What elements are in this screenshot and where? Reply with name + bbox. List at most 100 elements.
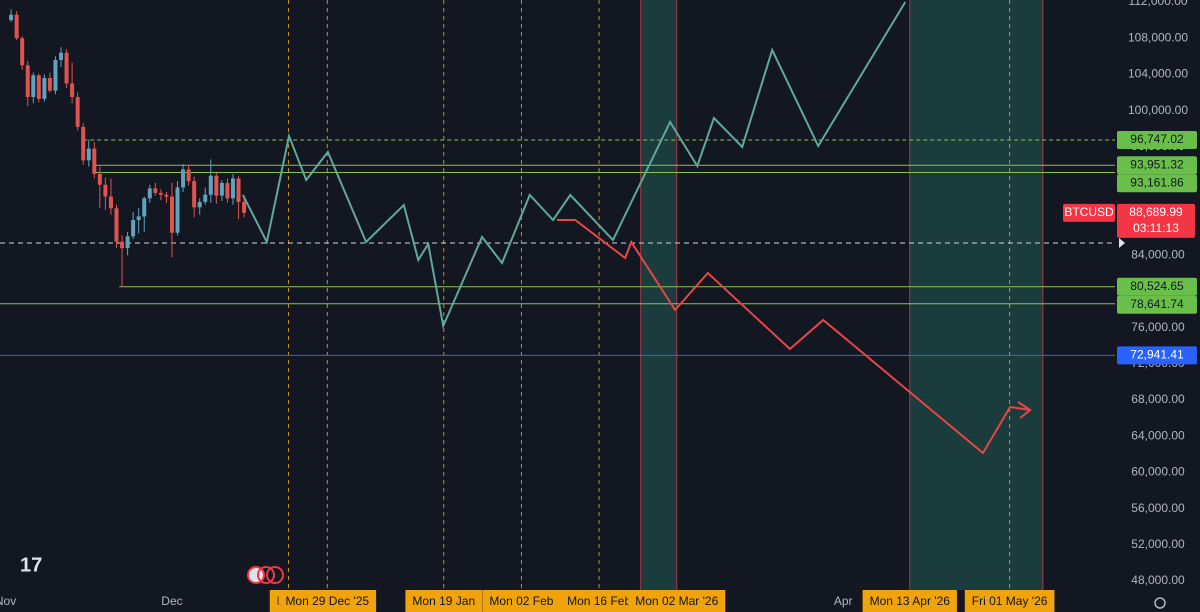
candle-body: [197, 201, 202, 208]
symbol-label: BTCUSD: [1064, 205, 1114, 219]
candle-body: [225, 182, 230, 199]
x-tick-label: Dec: [161, 594, 182, 608]
candle-body: [219, 182, 224, 196]
last-price-bg: [1117, 203, 1195, 238]
x-tick-label: Mon 19 Jan: [412, 594, 475, 608]
x-tick-label: Mon 29 Dec '25: [285, 594, 369, 608]
x-tick-label: Mon 16 Feb: [567, 594, 631, 608]
candle-body: [230, 178, 235, 199]
x-tick-highlight: [862, 590, 957, 612]
candle-body: [125, 236, 130, 249]
y-tick-label: 48,000.00: [1131, 573, 1185, 587]
candle-body: [53, 59, 58, 91]
candle-body: [81, 126, 86, 161]
candle-body: [208, 175, 213, 195]
y-tick-label: 52,000.00: [1131, 537, 1185, 551]
candle-body: [64, 52, 69, 84]
x-tick-highlight: [405, 590, 483, 612]
level-label: 93,161.86: [1130, 175, 1184, 189]
projection-path: [242, 1, 907, 330]
candle-body: [120, 241, 125, 249]
y-tick-label: 60,000.00: [1131, 465, 1185, 479]
plot-area: [0, 0, 1115, 590]
candle-body: [114, 208, 119, 242]
candle-body: [97, 173, 102, 185]
y-tick-label: 68,000.00: [1131, 392, 1185, 406]
x-tick-highlight: [628, 590, 726, 612]
level-label-bg: [1117, 156, 1197, 175]
settings-button[interactable]: [1154, 597, 1166, 609]
candle-body: [186, 169, 191, 182]
svg-text:17: 17: [20, 554, 42, 576]
zone: [640, 0, 677, 590]
level-label: 80,524.65: [1130, 279, 1184, 293]
candle-body: [59, 52, 64, 60]
candle-body: [214, 175, 219, 196]
x-tick-highlight: [964, 590, 1055, 612]
candle-body: [36, 75, 41, 99]
zone: [909, 0, 1043, 590]
candle-body: [70, 83, 75, 98]
crosshair-marker: [1119, 238, 1125, 249]
last-price-label: 88,689.99: [1129, 205, 1183, 219]
y-tick-label: 64,000.00: [1131, 428, 1185, 442]
level-label-bg: [1117, 295, 1197, 314]
candle-body: [242, 201, 247, 213]
level-label-bg: [1117, 174, 1197, 193]
x-tick-label: Apr: [834, 594, 853, 608]
symbol-bg: [1063, 203, 1115, 222]
candle-body: [136, 216, 141, 221]
projection-path: [556, 219, 1031, 455]
candle-body: [169, 196, 174, 233]
level-label: 96,747.02: [1130, 132, 1184, 146]
x-tick-highlight: [278, 590, 377, 612]
candle-body: [47, 78, 52, 91]
candle-body: [147, 188, 152, 199]
y-tick-label: 112,000.00: [1128, 0, 1187, 8]
level-label: 78,641.74: [1130, 297, 1184, 311]
x-tick-highlight: [482, 590, 561, 612]
x-tick-label: Mon 13 Apr '26: [870, 594, 951, 608]
x-tick-label: Nov: [0, 594, 16, 608]
candle-body: [153, 188, 158, 193]
candle-body: [31, 75, 36, 98]
y-tick-label: 76,000.00: [1131, 320, 1185, 334]
candle-body: [86, 148, 91, 161]
countdown: 03:11:13: [1133, 221, 1179, 235]
candle-body: [131, 220, 136, 237]
x-tick-label: Mon 02 Feb: [489, 594, 553, 608]
y-tick-label: 56,000.00: [1131, 501, 1185, 515]
candle-body: [164, 194, 169, 197]
candle-body: [25, 65, 30, 98]
candle-body: [158, 192, 163, 195]
arrow-head: [1017, 401, 1032, 419]
candle-body: [20, 38, 25, 66]
level-label: 72,941.41: [1130, 348, 1184, 362]
candle-body: [103, 184, 108, 197]
candle-body: [181, 169, 186, 188]
candle-body: [108, 196, 113, 209]
level-label-bg: [1117, 277, 1197, 296]
candle-body: [142, 198, 147, 217]
x-tick-highlight: [560, 590, 639, 612]
candle-body: [75, 97, 80, 127]
candle-body: [42, 78, 47, 99]
candle-body: [236, 178, 241, 202]
y-tick-label: 100,000.00: [1128, 103, 1188, 117]
candle-body: [92, 148, 97, 174]
candle-body: [175, 187, 180, 233]
candle-body: [14, 14, 19, 39]
y-tick-label: 84,000.00: [1131, 247, 1185, 261]
candle-body: [203, 194, 208, 202]
events: [247, 566, 284, 584]
tv-logo: 17: [20, 554, 42, 576]
level-label: 93,951.32: [1130, 157, 1184, 171]
y-tick-label: 104,000.00: [1128, 67, 1188, 81]
level-label-bg: [1117, 346, 1197, 365]
x-tick-label: Fri 01 May '26: [972, 594, 1048, 608]
x-tick-label: Mon 02 Mar '26: [635, 594, 718, 608]
level-label-bg: [1117, 131, 1197, 150]
y-tick-label: 108,000.00: [1128, 30, 1188, 44]
